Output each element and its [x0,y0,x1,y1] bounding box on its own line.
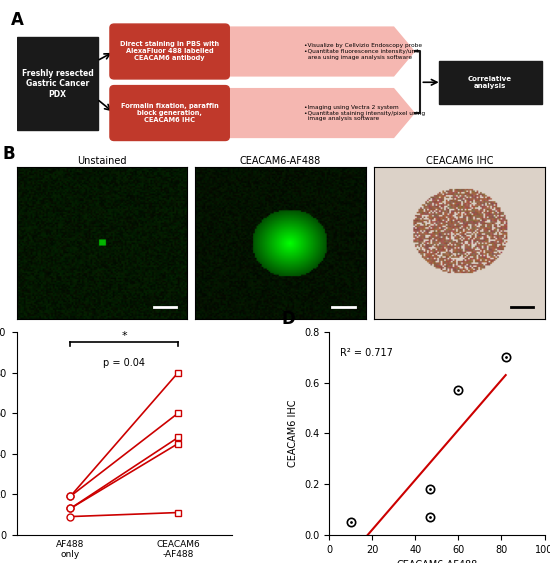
Text: D: D [282,310,295,328]
Title: CEACAM6-AF488: CEACAM6-AF488 [240,156,321,166]
Polygon shape [225,88,415,138]
Text: B: B [3,145,15,163]
Polygon shape [225,26,415,77]
Y-axis label: CEACAM6 IHC: CEACAM6 IHC [288,400,298,467]
X-axis label: CEACAM6-AF488: CEACAM6-AF488 [396,560,477,563]
FancyBboxPatch shape [439,61,542,104]
Text: R² = 0.717: R² = 0.717 [340,348,393,358]
Text: •Imaging using Vectra 2 system
•Quantitate staining intensity/pixel using
  imag: •Imaging using Vectra 2 system •Quantita… [304,105,425,122]
FancyBboxPatch shape [110,24,229,79]
Text: A: A [11,11,24,29]
Text: Freshly resected
Gastric Cancer
PDX: Freshly resected Gastric Cancer PDX [21,69,94,99]
FancyBboxPatch shape [16,37,98,129]
Text: Formalin fixation, paraffin
block generation,
CEACAM6 IHC: Formalin fixation, paraffin block genera… [121,103,218,123]
Text: p = 0.04: p = 0.04 [103,358,145,368]
Text: •Visualize by Cellvizio Endoscopy probe
•Quantitate fluorescence intensity/unit
: •Visualize by Cellvizio Endoscopy probe … [304,43,422,60]
Title: Unstained: Unstained [77,156,127,166]
Title: CEACAM6 IHC: CEACAM6 IHC [426,156,493,166]
FancyBboxPatch shape [110,86,229,141]
Text: *: * [122,331,127,341]
Text: Correlative
analysis: Correlative analysis [468,76,512,89]
Text: Direct staining in PBS with
AlexaFluor 488 labelled
CEACAM6 antibody: Direct staining in PBS with AlexaFluor 4… [120,42,219,61]
